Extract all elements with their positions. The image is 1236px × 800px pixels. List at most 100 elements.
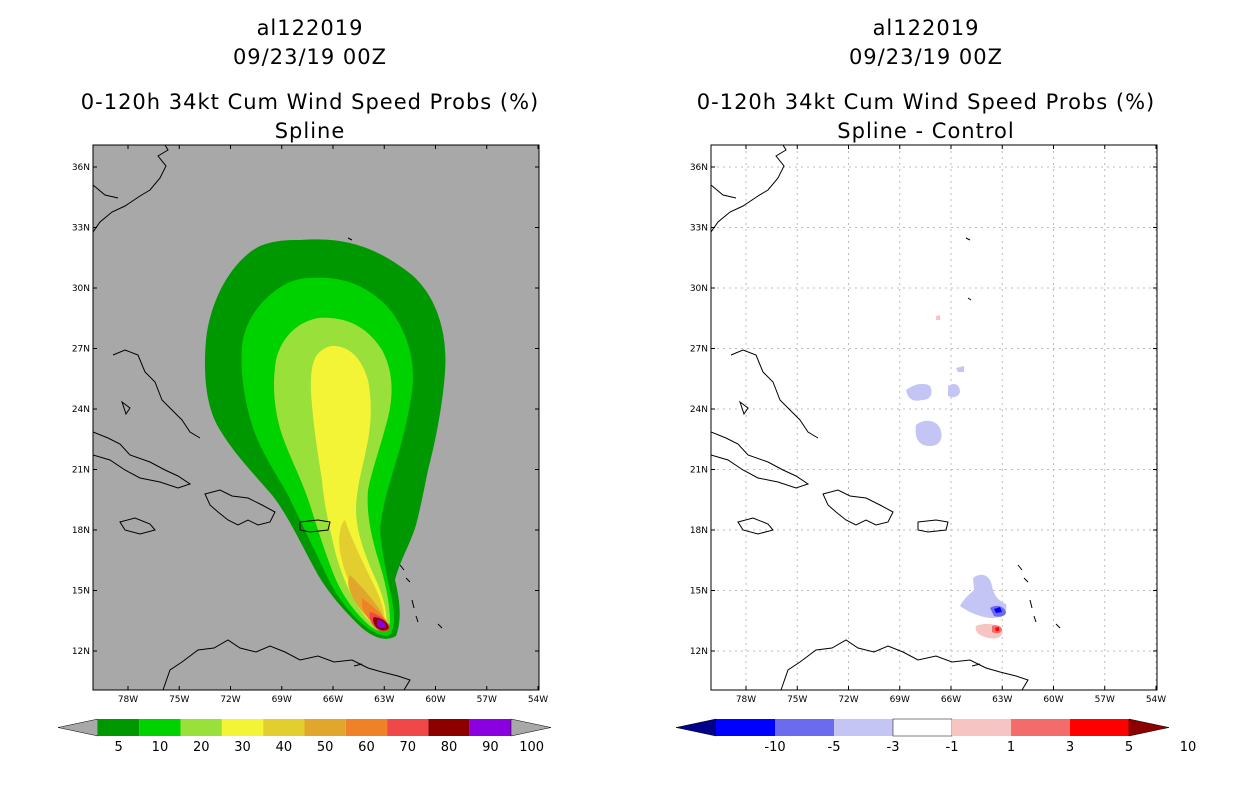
left-lon-label: 72W [220, 695, 240, 705]
diff-neg1-patch-c [915, 420, 942, 446]
right-colorbar-swatch [834, 719, 893, 736]
diff-neg1-patch-b [948, 384, 960, 398]
left-storm-id: al122019 [256, 16, 364, 40]
right-colorbar: -10 -5 -3 -1 1 3 5 10 [675, 718, 1197, 755]
right-lat-label: 12N [690, 647, 708, 657]
left-lat-label: 24N [72, 405, 90, 415]
left-colorbar-swatch [345, 719, 388, 736]
right-colorbar-swatch [952, 719, 1011, 736]
right-lat-label: 33N [690, 224, 708, 234]
left-colorbar-label: 70 [399, 740, 416, 755]
right-axis-labels: 78W 75W 72W 69W 66W 63W 60W 57W 54W 36N 33N 30N 27N 2… [690, 145, 1166, 705]
left-lon-label: 57W [477, 695, 497, 705]
right-colorbar-swatch [775, 719, 834, 736]
left-colorbar-label: 60 [358, 740, 375, 755]
left-map-panel: 78W 75W 72W 69W 66W 63W 60W 57W 54W 36N 33N 30N 27N 2… [57, 144, 552, 755]
left-colorbar-label: 50 [317, 740, 334, 755]
left-lon-label: 78W [118, 695, 138, 705]
right-colorbar-label: -5 [828, 740, 841, 755]
left-colorbar-label: 90 [482, 740, 499, 755]
left-colorbar-swatch [221, 719, 264, 736]
right-lon-label: 60W [1043, 695, 1063, 705]
left-colorbar-label: 40 [276, 740, 293, 755]
right-colorbar-label: 3 [1066, 740, 1074, 755]
left-lon-label: 63W [374, 695, 394, 705]
left-lon-label: 60W [425, 695, 445, 705]
left-lat-label: 30N [72, 284, 90, 294]
left-lon-label: 66W [323, 695, 343, 705]
left-probability-field [204, 239, 446, 639]
left-colorbar-low-arrow [57, 718, 99, 737]
left-lon-label: 75W [169, 695, 189, 705]
right-lon-label: 54W [1146, 695, 1166, 705]
left-colorbar-swatch [428, 719, 470, 736]
right-lat-label: 18N [690, 526, 708, 536]
left-colorbar-label: 80 [441, 740, 458, 755]
diff-neg1-patch-a [906, 383, 932, 401]
right-lon-label: 72W [838, 695, 858, 705]
right-title-block: al122019 09/23/19 00Z 0-120h 34kt Cum Wi… [676, 14, 1176, 146]
right-lon-label: 57W [1095, 695, 1115, 705]
right-lon-label: 78W [736, 695, 756, 705]
right-lon-label: 63W [992, 695, 1012, 705]
right-lon-label: 66W [941, 695, 961, 705]
right-colorbar-label: 5 [1125, 740, 1133, 755]
right-subtitle: Spline - Control [837, 119, 1015, 143]
left-colorbar-swatch [469, 719, 511, 736]
diff-pos5-patch [995, 627, 999, 631]
left-lat-label: 36N [72, 163, 90, 173]
right-lat-label: 36N [690, 163, 708, 173]
right-map-background [711, 145, 1157, 690]
left-lat-label: 33N [72, 224, 90, 234]
left-subtitle: Spline [274, 119, 346, 143]
right-map-frame [710, 144, 1158, 691]
left-colorbar-swatch [263, 719, 305, 736]
right-colorbar-swatch [892, 718, 953, 737]
right-colorbar-swatch [1070, 719, 1129, 736]
left-coastlines [93, 145, 443, 690]
right-colorbar-label: 1 [1007, 740, 1015, 755]
left-colorbar-label: 5 [115, 740, 123, 755]
left-colorbar-label: 30 [234, 740, 251, 755]
right-colorbar-swatch [1011, 719, 1070, 736]
left-axis-labels: 78W 75W 72W 69W 66W 63W 60W 57W 54W 36N 33N 30N 27N 2… [72, 145, 548, 705]
left-colorbar-label: 100 [519, 740, 544, 755]
left-lat-label: 12N [72, 647, 90, 657]
left-colorbar-label: 10 [152, 740, 169, 755]
right-datetime: 09/23/19 00Z [848, 45, 1004, 69]
right-colorbar-high-arrow [1128, 718, 1170, 737]
prob-contour-30 [310, 345, 387, 628]
right-difference-field [906, 315, 1007, 639]
left-colorbar-swatch [387, 719, 429, 736]
left-lon-label: 54W [528, 695, 548, 705]
right-lat-label: 21N [690, 466, 708, 476]
left-map-frame [92, 144, 540, 691]
right-lon-label: 69W [890, 695, 910, 705]
right-lat-label: 15N [690, 587, 708, 597]
left-lat-label: 21N [72, 466, 90, 476]
left-colorbar-swatch [139, 719, 181, 736]
right-coastlines [711, 145, 1061, 690]
right-storm-id: al122019 [872, 16, 980, 40]
right-lat-label: 30N [690, 284, 708, 294]
left-product-title: 0-120h 34kt Cum Wind Speed Probs (%) [80, 90, 540, 114]
right-colorbar-label: 10 [1180, 740, 1197, 755]
left-title-block: al122019 09/23/19 00Z 0-120h 34kt Cum Wi… [60, 14, 560, 146]
right-colorbar-label: -3 [887, 740, 900, 755]
left-colorbar-swatch [180, 719, 222, 736]
right-colorbar-label: -1 [946, 740, 959, 755]
right-lat-label: 27N [690, 345, 708, 355]
left-colorbar: 5 10 20 30 40 50 60 70 80 90 100 [57, 718, 552, 755]
prob-contour-90 [377, 620, 386, 629]
right-product-title: 0-120h 34kt Cum Wind Speed Probs (%) [696, 90, 1156, 114]
left-lat-label: 27N [72, 345, 90, 355]
right-lon-label: 75W [787, 695, 807, 705]
left-colorbar-swatch [98, 719, 140, 736]
left-colorbar-swatch [304, 719, 346, 736]
diff-pos1-patch-b [936, 315, 940, 320]
prob-contour-40 [339, 520, 385, 625]
left-lat-label: 18N [72, 526, 90, 536]
left-colorbar-high-arrow [510, 718, 552, 737]
right-map-panel: 78W 75W 72W 69W 66W 63W 60W 57W 54W 36N 33N 30N 27N 2… [675, 144, 1197, 755]
left-lat-label: 15N [72, 587, 90, 597]
